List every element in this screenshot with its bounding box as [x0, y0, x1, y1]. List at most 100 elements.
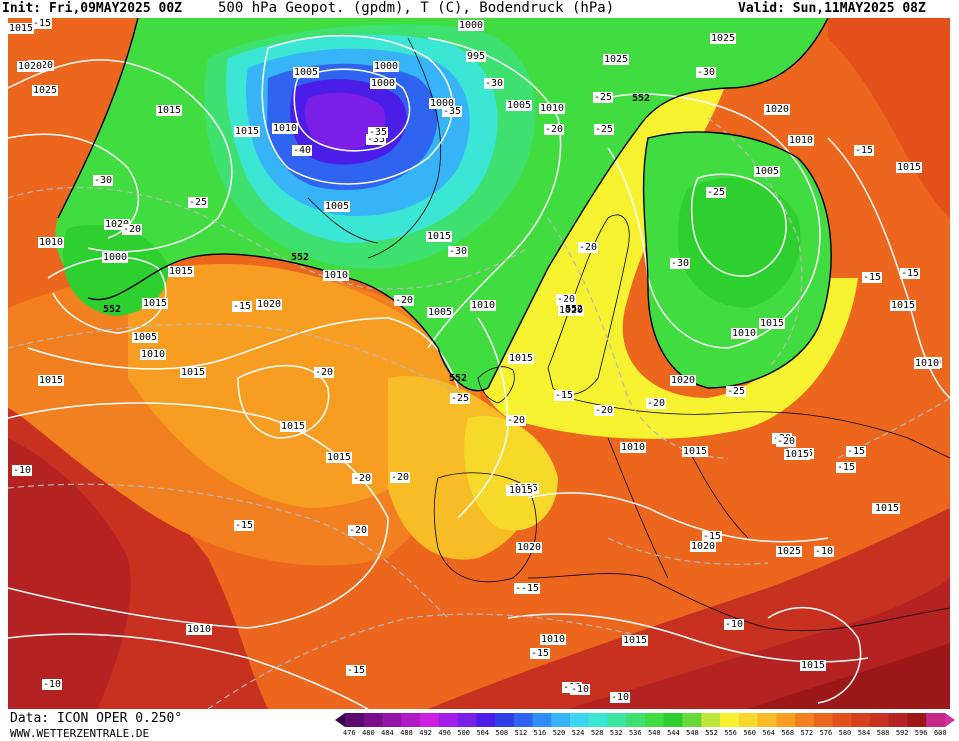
isotherm-label: -20 — [578, 242, 599, 253]
colorbar-tick-label: 588 — [876, 729, 890, 737]
colorbar-tick-label: 508 — [495, 729, 509, 737]
isobar-label: 995 — [466, 51, 487, 62]
valid-time: Valid: Sun,11MAY2025 08Z — [738, 1, 926, 16]
colorbar-swatch — [926, 713, 946, 727]
isobar-label: 1015 — [326, 452, 353, 463]
colorbar-swatch — [907, 713, 927, 727]
fill-568 — [128, 263, 452, 508]
colorbar-tick-label: 524 — [571, 729, 585, 737]
isotherm-label: -20 — [122, 224, 143, 235]
colorbar-swatch — [888, 713, 908, 727]
geopotential-552-label: 552 — [449, 373, 468, 384]
colorbar-swatch — [832, 713, 852, 727]
isotherm-label: -10 — [814, 546, 835, 557]
isobar-label: 1010 — [788, 135, 815, 146]
isotherm-label: -35 — [366, 134, 387, 145]
isotherm-label: -25 — [188, 197, 209, 208]
colorbar-tick-label: 560 — [743, 729, 756, 737]
colorbar-tick-label: 584 — [857, 729, 871, 737]
colorbar-tick-label: 516 — [533, 729, 547, 737]
colorbar-swatch — [626, 713, 646, 727]
colorbar-swatch — [851, 713, 871, 727]
isotherm-label: -20 — [556, 294, 577, 305]
contour-552 — [57, 18, 832, 392]
colorbar-swatch — [870, 713, 890, 727]
isobar-label: 1015 — [156, 105, 183, 116]
website-url: WWW.WETTERZENTRALE.DE — [10, 727, 150, 740]
colorbar-swatch — [551, 713, 571, 727]
colorbar-tick-label: 544 — [667, 729, 680, 737]
isobar-label: 1010 — [620, 442, 647, 453]
isobar-label: 1015 — [874, 503, 901, 514]
isobar-label: 1020 — [670, 375, 697, 386]
colorbar-swatch — [401, 713, 421, 727]
isobar-label: 1015 — [426, 231, 453, 242]
colorbar-swatch — [345, 713, 365, 727]
colorbar-tick-label: 556 — [724, 729, 737, 737]
isobar-label: 1015 — [896, 162, 923, 173]
isobar-label: 1010 — [731, 328, 758, 339]
isobar-label: 1015 — [759, 318, 786, 329]
colorbar-tick-label: 536 — [628, 729, 642, 737]
isobars — [8, 34, 950, 709]
isotherm-label: -15 — [232, 301, 253, 312]
isotherm-label: -20 — [506, 415, 527, 426]
isotherm-label: -15 — [862, 272, 883, 283]
isobar-label: 1015 — [142, 298, 169, 309]
colorbar-swatch — [438, 713, 458, 727]
isobar-label: 1025 — [32, 85, 59, 96]
colorbar-swatch — [607, 713, 627, 727]
geopotential-552-label: 552 — [103, 304, 122, 315]
colorbar-swatch — [382, 713, 402, 727]
isobar-label: 1015 — [800, 660, 827, 671]
colorbar-swatch — [476, 713, 496, 727]
isotherm-label: -30 — [696, 67, 717, 78]
isobar-label: 1010 — [470, 300, 497, 311]
isotherm-label: -15 — [234, 520, 255, 531]
colorbar-swatch — [588, 713, 608, 727]
isobar-label: 1010 — [272, 123, 299, 134]
color-scale-ticks: 476 480 484 488 492 496 500 504 508 512 516 520 524 5… — [343, 729, 953, 739]
isotherm-label: -15 — [520, 583, 541, 594]
isotherm-label: -25 — [726, 386, 747, 397]
colorbar-swatch — [420, 713, 440, 727]
colorbar-swatch — [738, 713, 758, 727]
isobar-label: 1015 — [38, 375, 65, 386]
isobar-label: 1000 — [370, 78, 397, 89]
colorbar-tick-label: 488 — [400, 729, 413, 737]
colorbar-tick-label: 600 — [933, 729, 947, 737]
colorbar-tick-label: 504 — [476, 729, 490, 737]
geopotential-552-label: 552 — [291, 252, 310, 263]
isobar-label: 1020 — [764, 104, 791, 115]
colorbar-swatch — [457, 713, 477, 727]
fill-544-east — [678, 178, 801, 308]
isotherm-label: -15 — [854, 145, 875, 156]
fill-560-center — [464, 416, 558, 531]
isobar-label: 1010 — [323, 270, 350, 281]
isotherm-label: -15 — [346, 665, 367, 676]
isotherm-label: -25 — [450, 393, 471, 404]
isobar-label: 1015 — [682, 446, 709, 457]
isobar-label: 1025 — [603, 54, 630, 65]
fill-588 — [8, 438, 131, 709]
colorbar-tick-label: 576 — [819, 729, 833, 737]
colorbar-swatch — [720, 713, 740, 727]
weather-map: 1015102010251015101510101005100010009951… — [8, 18, 950, 709]
isobar-label: 1020 — [558, 305, 585, 316]
colorbar-tick-label: 568 — [781, 729, 795, 737]
colorbar-tick-label: 512 — [514, 729, 528, 737]
fill-se-592 — [748, 643, 950, 709]
isotherm-label: -10 — [42, 679, 63, 690]
isobar-label: 1015 — [784, 449, 811, 460]
isotherm-label: -30 — [670, 258, 691, 269]
isotherm-label: -20 — [352, 473, 373, 484]
isotherm-label: -25 — [593, 92, 614, 103]
isotherm-label: -30 — [448, 246, 469, 257]
color-scale-bar — [335, 713, 955, 727]
isotherm-label: -35 — [368, 127, 389, 138]
isobar-label: 1000 — [429, 98, 456, 109]
isotherm-label: -10 — [12, 465, 33, 476]
isotherm-label: -10 — [570, 684, 591, 695]
colorbar-tick-label: 564 — [762, 729, 776, 737]
isobar-label: 1000 — [373, 61, 400, 72]
